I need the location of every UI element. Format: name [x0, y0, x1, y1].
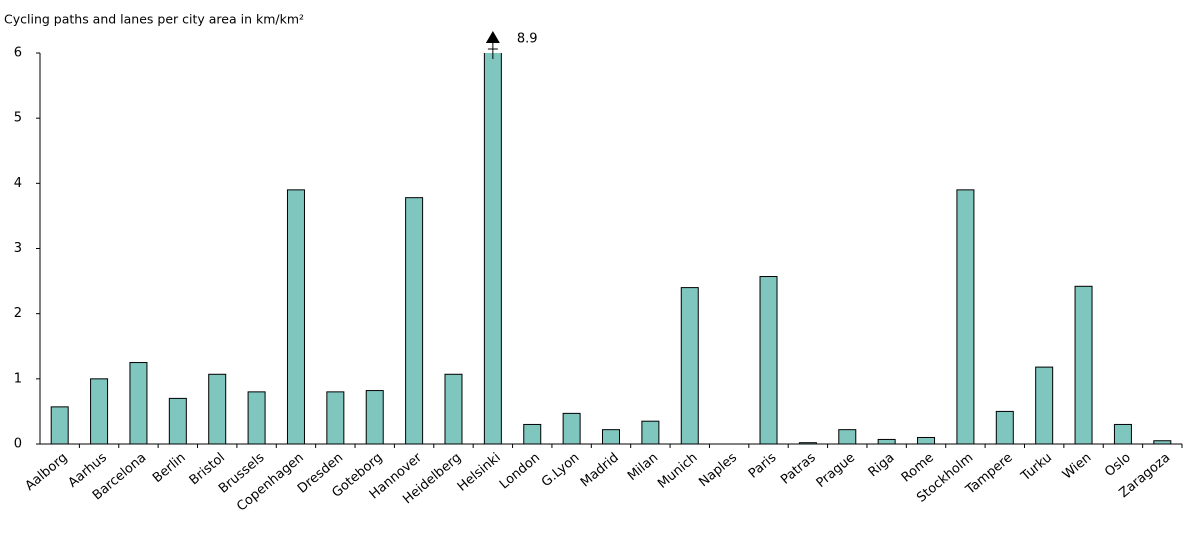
x-tick-label: Naples — [696, 450, 740, 490]
x-tick-label: Prague — [814, 450, 858, 491]
bar — [90, 378, 109, 445]
bar — [602, 429, 620, 445]
bar — [1074, 285, 1093, 445]
bar — [641, 420, 660, 445]
x-tick-label: Berlin — [150, 450, 189, 486]
overflow-value-label: 8.9 — [517, 32, 538, 47]
bar — [1153, 440, 1172, 445]
bar — [798, 442, 817, 445]
bar — [917, 436, 936, 445]
x-tick-label: Munich — [655, 450, 700, 492]
bar — [680, 287, 699, 445]
x-tick-label: Paris — [746, 450, 780, 482]
bar — [877, 438, 896, 445]
x-tick-label: G.Lyon — [539, 450, 582, 490]
x-tick-label: Patras — [778, 450, 819, 488]
x-tick-label: London — [497, 450, 543, 492]
bar — [759, 276, 778, 445]
y-tick-label: 0 — [14, 437, 22, 452]
bar — [995, 410, 1014, 445]
x-tick-label: Aalborg — [23, 450, 71, 494]
x-tick-label: Riga — [866, 450, 898, 480]
y-tick-label: 1 — [14, 371, 22, 386]
bar — [562, 412, 581, 445]
bar — [168, 397, 187, 445]
bar — [444, 373, 463, 445]
bar — [286, 189, 305, 445]
bar — [405, 197, 424, 445]
bar — [483, 53, 502, 445]
bar — [838, 429, 857, 445]
bar — [523, 423, 542, 445]
y-tick-label: 3 — [14, 241, 22, 256]
bar — [326, 391, 345, 445]
y-tick-label: 4 — [14, 176, 22, 191]
y-tick-label: 6 — [14, 46, 22, 61]
y-tick-label: 5 — [14, 111, 22, 126]
chart-title: Cycling paths and lanes per city area in… — [4, 12, 304, 27]
x-tick-label: Turku — [1018, 450, 1055, 485]
y-tick-label: 2 — [14, 306, 22, 321]
bar — [1113, 423, 1132, 445]
overflow-arrow-head — [485, 31, 500, 43]
bar — [247, 391, 266, 445]
x-tick-label: Oslo — [1102, 450, 1134, 480]
bar — [129, 362, 148, 445]
bar — [956, 189, 975, 445]
bar — [1035, 366, 1054, 445]
bar — [50, 406, 69, 445]
x-tick-label: Wien — [1060, 450, 1094, 482]
bar — [365, 390, 384, 445]
x-tick-label: Madrid — [578, 450, 622, 490]
x-tick-label: Helsinki — [455, 450, 504, 494]
bar — [208, 373, 227, 445]
